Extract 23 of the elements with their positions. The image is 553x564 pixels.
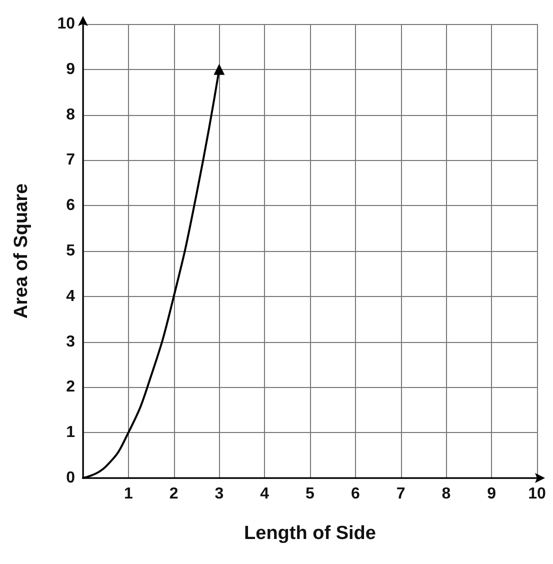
y-tick-label: 7 bbox=[66, 152, 76, 169]
x-tick-label: 2 bbox=[169, 486, 178, 502]
x-tick-label: 9 bbox=[487, 486, 496, 502]
x-tick-label: 6 bbox=[350, 486, 360, 502]
y-tick-label: 6 bbox=[66, 197, 76, 214]
y-tick-label: 0 bbox=[66, 470, 76, 486]
y-tick-label: 4 bbox=[66, 288, 76, 305]
y-tick-label: 2 bbox=[66, 378, 76, 396]
x-tick-label: 7 bbox=[396, 486, 406, 502]
y-tick-label: 5 bbox=[66, 242, 76, 260]
y-tick-label: 1 bbox=[66, 424, 76, 442]
y-tick-label: 8 bbox=[66, 106, 76, 124]
x-tick-label: 10 bbox=[528, 486, 546, 502]
x-tick-label: 8 bbox=[442, 486, 451, 502]
y-tick-label: 3 bbox=[66, 333, 76, 350]
x-tick-label: 3 bbox=[214, 486, 224, 502]
y-tick-label: 9 bbox=[66, 60, 76, 78]
y-tick-label: 10 bbox=[57, 16, 76, 32]
y-axis-title: Area of Square bbox=[11, 183, 32, 319]
x-tick-label: 4 bbox=[260, 486, 270, 502]
x-tick-label: 1 bbox=[124, 486, 133, 502]
x-tick-label: 5 bbox=[306, 486, 315, 502]
x-axis-title: Length of Side bbox=[244, 523, 376, 544]
